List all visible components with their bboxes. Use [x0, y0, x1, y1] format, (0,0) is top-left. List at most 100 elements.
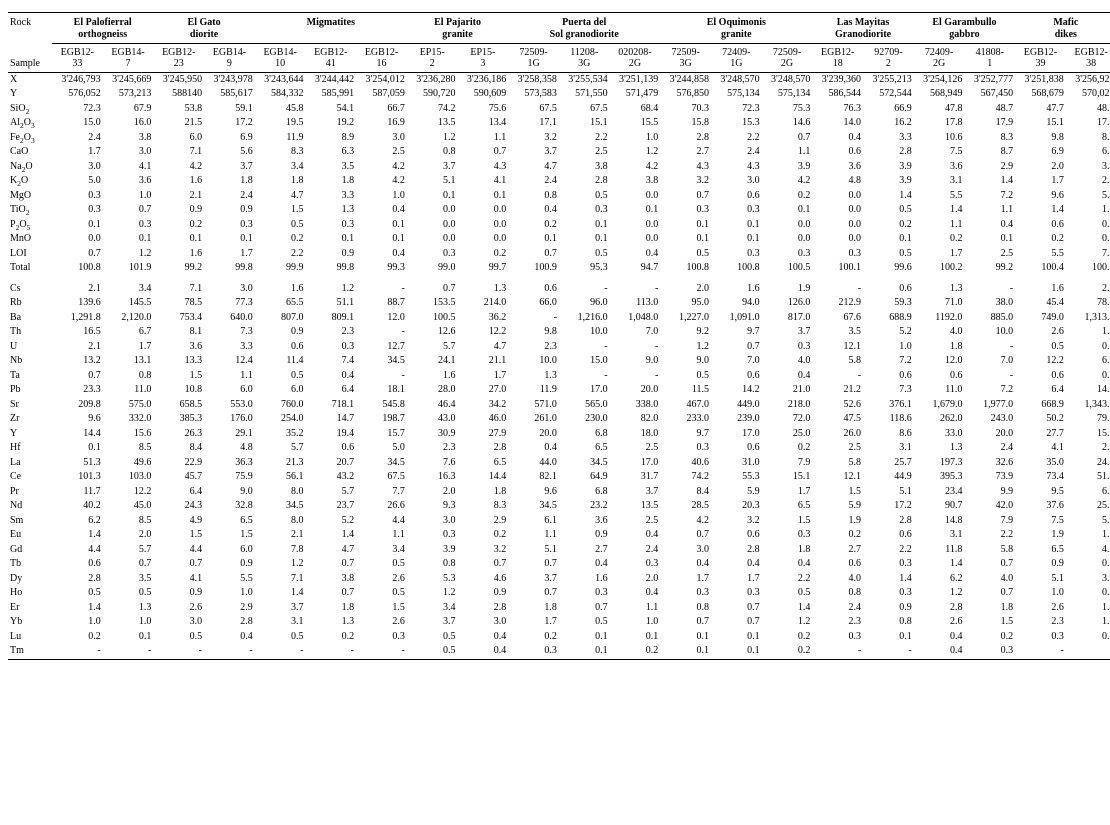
data-cell: 2.8: [660, 131, 711, 146]
data-cell: 48.7: [964, 102, 1015, 117]
data-cell: 7.3: [863, 383, 914, 398]
sample-id: 72509-2G: [762, 43, 813, 72]
data-cell: 100.8: [660, 261, 711, 276]
data-cell: 2.1: [255, 528, 306, 543]
data-cell: 1.3: [508, 369, 559, 384]
data-cell: 15.5: [610, 116, 661, 131]
data-cell: 51.3: [52, 456, 103, 471]
data-cell: -: [1066, 644, 1110, 659]
data-cell: 0.5: [863, 247, 914, 262]
data-cell: 573,213: [103, 87, 154, 102]
data-cell: 1,291.8: [52, 311, 103, 326]
data-cell: 100.6: [1066, 261, 1110, 276]
data-cell: 0.3: [204, 218, 255, 233]
data-cell: 2.1: [153, 189, 204, 204]
data-cell: 3'243,978: [204, 72, 255, 87]
data-cell: 45.8: [255, 102, 306, 117]
data-cell: 0.8: [103, 369, 154, 384]
data-cell: 0.1: [964, 232, 1015, 247]
data-cell: 0.7: [305, 586, 356, 601]
data-cell: 0.4: [508, 203, 559, 218]
data-cell: 3.8: [559, 160, 610, 175]
data-cell: -: [610, 340, 661, 355]
data-cell: 6.5: [762, 499, 813, 514]
data-cell: 3'255,213: [863, 72, 914, 87]
data-cell: 15.0: [559, 354, 610, 369]
data-cell: 12.2: [103, 485, 154, 500]
data-cell: 15.1: [762, 470, 813, 485]
data-cell: 2.6: [914, 615, 965, 630]
data-cell: 0.1: [711, 644, 762, 659]
data-cell: 1.5: [255, 203, 306, 218]
data-cell: 1.8: [255, 174, 306, 189]
data-cell: 3'239,360: [812, 72, 863, 87]
data-cell: 8.6: [863, 427, 914, 442]
data-cell: 0.3: [356, 630, 407, 645]
data-cell: 0.1: [660, 232, 711, 247]
data-cell: 4.1: [103, 160, 154, 175]
data-cell: 0.4: [964, 218, 1015, 233]
data-cell: 2.4: [812, 601, 863, 616]
data-cell: 0.3: [711, 203, 762, 218]
data-cell: 385.3: [153, 412, 204, 427]
data-cell: 23.3: [52, 383, 103, 398]
table-row: Tb0.60.70.70.91.20.70.50.80.70.70.40.30.…: [8, 557, 1110, 572]
data-cell: 8.4: [660, 485, 711, 500]
data-cell: 4.9: [153, 514, 204, 529]
data-cell: 17.8: [914, 116, 965, 131]
data-cell: 3.7: [762, 325, 813, 340]
sample-id: EP15-2: [407, 43, 458, 72]
data-cell: 0.5: [762, 586, 813, 601]
data-cell: 0.7: [103, 557, 154, 572]
data-cell: 1.0: [356, 189, 407, 204]
table-row: Sm6.28.54.96.58.05.24.43.02.96.13.62.54.…: [8, 514, 1110, 529]
data-cell: 1.8: [204, 174, 255, 189]
data-cell: 0.3: [52, 189, 103, 204]
data-cell: 3.2: [711, 514, 762, 529]
data-cell: 209.8: [52, 398, 103, 413]
rock-group: Las MayitasGranodiorite: [812, 13, 913, 43]
data-cell: 6.8: [559, 427, 610, 442]
data-cell: 4.1: [458, 174, 509, 189]
data-cell: 17.0: [711, 427, 762, 442]
data-cell: 0.5: [356, 586, 407, 601]
data-cell: 233.0: [660, 412, 711, 427]
data-cell: 586,544: [812, 87, 863, 102]
data-cell: 21.0: [762, 383, 813, 398]
data-cell: 575,134: [711, 87, 762, 102]
data-cell: 3.0: [711, 174, 762, 189]
sample-id: EGB12-23: [153, 43, 204, 72]
data-cell: 0.2: [255, 232, 306, 247]
table-row: Ho0.50.50.91.01.40.70.51.20.90.70.30.40.…: [8, 586, 1110, 601]
data-cell: 1.9: [762, 282, 813, 297]
data-cell: 1.8: [305, 174, 356, 189]
rock-group: Maficdikes: [1015, 13, 1110, 43]
data-cell: 1.0: [1066, 203, 1110, 218]
data-cell: 5.6: [204, 145, 255, 160]
data-cell: 20.7: [305, 456, 356, 471]
data-cell: 1.0: [1015, 586, 1066, 601]
data-cell: 15.0: [52, 116, 103, 131]
data-cell: 5.4: [1066, 189, 1110, 204]
data-cell: 0.7: [964, 586, 1015, 601]
data-cell: 21.1: [458, 354, 509, 369]
data-cell: 67.6: [812, 311, 863, 326]
data-cell: 6.5: [559, 441, 610, 456]
data-cell: 5.2: [863, 325, 914, 340]
data-cell: 2.7: [660, 145, 711, 160]
data-cell: 100.5: [407, 311, 458, 326]
data-cell: 817.0: [762, 311, 813, 326]
data-cell: 3.0: [204, 282, 255, 297]
data-cell: 1.5: [964, 615, 1015, 630]
data-cell: 0.5: [407, 644, 458, 659]
data-cell: 338.0: [610, 398, 661, 413]
data-cell: 0.2: [458, 247, 509, 262]
data-cell: 10.6: [914, 131, 965, 146]
data-cell: 2.5: [812, 441, 863, 456]
data-cell: 1.0: [103, 615, 154, 630]
data-cell: 14.6: [1066, 383, 1110, 398]
data-cell: 96.0: [559, 296, 610, 311]
data-cell: 3.7: [255, 601, 306, 616]
data-cell: 0.9: [204, 557, 255, 572]
data-cell: 0.5: [660, 369, 711, 384]
